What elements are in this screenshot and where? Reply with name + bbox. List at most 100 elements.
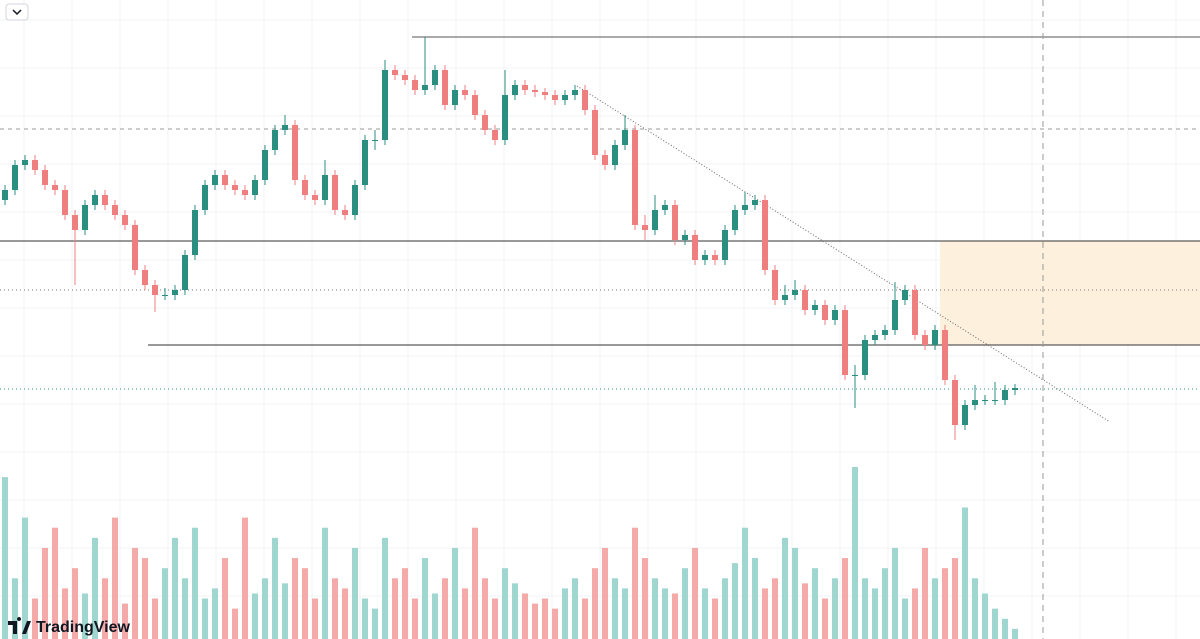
volume-bar <box>842 558 848 639</box>
volume-bar <box>962 507 968 639</box>
candle-body <box>842 310 848 375</box>
volume-bar <box>852 467 858 639</box>
candle-body <box>912 290 918 335</box>
candle-body <box>212 175 218 185</box>
candle-body <box>662 205 668 210</box>
volume-bar <box>722 578 728 639</box>
candle-body <box>102 195 108 205</box>
volume-bar <box>12 578 18 639</box>
volume-bar <box>502 568 508 639</box>
volume-bar <box>422 558 428 639</box>
volume-bar <box>212 588 218 639</box>
volume-bar <box>2 477 8 639</box>
candle-body <box>182 255 188 290</box>
candle-body <box>642 225 648 230</box>
volume-bar <box>552 608 558 639</box>
volume-bar <box>992 608 998 639</box>
volume-bar <box>472 527 478 639</box>
volume-bar <box>832 578 838 639</box>
candle-body <box>782 295 788 300</box>
volume-bar <box>372 608 378 639</box>
volume-bar <box>572 578 578 639</box>
volume-bar <box>682 568 688 639</box>
candle-body <box>62 190 68 215</box>
candle-body <box>132 225 138 270</box>
candle-body <box>402 75 408 80</box>
volume-bar <box>332 578 338 639</box>
candle-body <box>1002 390 1008 400</box>
candle-body <box>362 140 368 185</box>
candle-body <box>512 85 518 95</box>
candle-body <box>412 80 418 90</box>
candle-body <box>802 290 808 310</box>
candle-body <box>52 185 58 190</box>
logo-icon <box>8 617 31 634</box>
volume-bar <box>622 588 628 639</box>
candle-body <box>522 85 528 90</box>
candle-body <box>352 185 358 215</box>
candle-body <box>342 210 348 215</box>
candle-body <box>112 205 118 215</box>
volume-bar <box>22 517 28 639</box>
volume-bar <box>382 537 388 639</box>
volume-bar <box>62 588 68 639</box>
volume-bar <box>292 558 298 639</box>
candle-body <box>682 235 688 240</box>
volume-bar <box>32 598 38 639</box>
volume-bar <box>542 598 548 639</box>
candle-body <box>652 210 658 230</box>
volume-bar <box>122 603 128 639</box>
candle-body <box>812 305 818 310</box>
candle-body <box>472 95 478 115</box>
volume-bar <box>492 598 498 639</box>
candle-body <box>762 200 768 270</box>
candle-body <box>232 185 238 190</box>
candle-body <box>322 175 328 200</box>
trend-line <box>576 85 1111 423</box>
volume-bar <box>482 578 488 639</box>
candle-body <box>312 195 318 200</box>
candle-body <box>72 215 78 230</box>
candle-body <box>882 330 888 335</box>
candle-body <box>892 300 898 330</box>
candle-body <box>32 160 38 170</box>
volume-bar <box>752 558 758 639</box>
candle-body <box>262 150 268 180</box>
volume-bar <box>702 588 708 639</box>
menu-button[interactable] <box>5 3 29 21</box>
candle-body <box>12 165 18 190</box>
candle-body <box>952 380 958 425</box>
candle-body <box>932 330 938 345</box>
volume-bar <box>362 598 368 639</box>
candle-body <box>702 255 708 260</box>
volume-bar <box>42 547 48 639</box>
volume-bar <box>652 578 658 639</box>
candle-body <box>172 290 178 295</box>
candle-body <box>772 270 778 300</box>
volume-bar <box>642 558 648 639</box>
candle-body <box>442 70 448 105</box>
candle-body <box>92 195 98 205</box>
volume-bar <box>972 578 978 639</box>
candle-body <box>502 95 508 140</box>
volume-bar <box>662 588 668 639</box>
volume-bar <box>602 547 608 639</box>
candle-body <box>592 110 598 155</box>
volume-bar <box>252 593 258 639</box>
candle-body <box>742 205 748 210</box>
candle-body <box>552 95 558 100</box>
volume-bar <box>132 547 138 639</box>
candle-body <box>722 230 728 260</box>
candle-body <box>1012 388 1018 390</box>
candle-body <box>822 305 828 320</box>
candle-body <box>692 235 698 260</box>
candle-body <box>922 335 928 345</box>
candle-body <box>992 400 998 401</box>
volume-bar <box>582 598 588 639</box>
volume-bar <box>182 578 188 639</box>
candle-body <box>142 270 148 285</box>
candle-body <box>372 140 378 141</box>
candle-body <box>562 95 568 100</box>
candles <box>2 37 1018 440</box>
